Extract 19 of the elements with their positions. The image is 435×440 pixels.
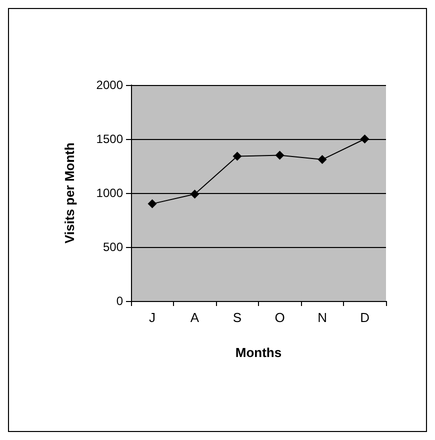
x-tick-label: D — [360, 310, 370, 325]
y-axis-title: Visits per Month — [62, 142, 77, 244]
y-tick-label: 2000 — [96, 78, 124, 92]
y-tick-label: 1500 — [96, 132, 124, 146]
y-tick-label: 1000 — [96, 186, 124, 200]
x-tick-label: J — [149, 310, 156, 325]
x-tick-label: S — [232, 310, 242, 325]
point — [232, 152, 242, 161]
x-tick-label: O — [274, 310, 285, 325]
point — [318, 155, 327, 164]
point — [360, 134, 370, 144]
x-axis-title: Months — [235, 345, 282, 360]
y-tick-label: 500 — [102, 240, 124, 254]
point — [148, 199, 157, 208]
point — [275, 150, 284, 160]
point — [190, 190, 200, 199]
y-tick-label: 0 — [116, 294, 124, 308]
x-tick-label: N — [318, 310, 327, 325]
x-tick-label: A — [190, 310, 200, 325]
